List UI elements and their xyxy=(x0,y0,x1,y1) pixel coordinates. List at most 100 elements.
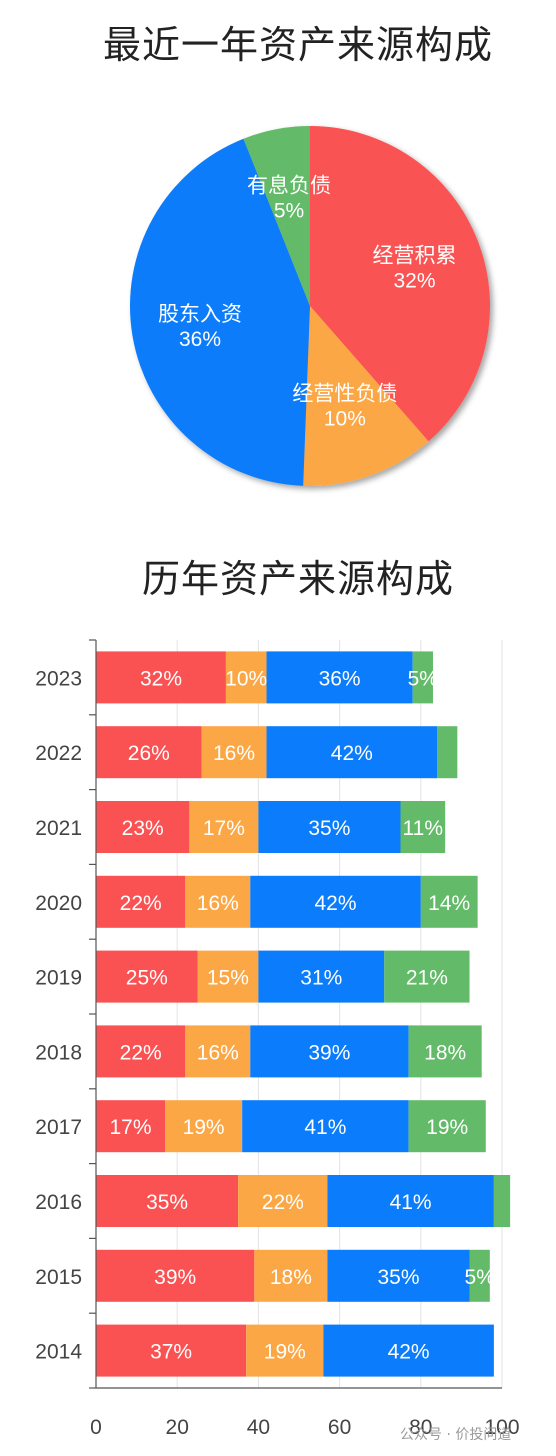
pie-slice-percent-2: 10% xyxy=(324,407,366,430)
bar-segment-2019-3 xyxy=(258,950,385,1003)
bar-label-2015-2: 18% xyxy=(270,1266,312,1289)
category-label-2019: 2019 xyxy=(35,967,82,990)
bar-segment-2014-1 xyxy=(96,1324,247,1377)
category-label-2022: 2022 xyxy=(35,742,82,765)
bar-segment-2019-1 xyxy=(96,950,198,1003)
bar-segment-2015-1 xyxy=(96,1249,255,1302)
bar-segment-2018-3 xyxy=(250,1025,409,1078)
bar-segment-2020-4 xyxy=(420,875,478,928)
bar-segment-2015-3 xyxy=(327,1249,470,1302)
pie-slice-2 xyxy=(303,306,429,486)
pie-slice-1 xyxy=(310,126,490,442)
bar-segment-2018-2 xyxy=(185,1025,251,1078)
category-label-2020: 2020 xyxy=(35,892,82,915)
bar-segment-2014-2 xyxy=(246,1324,324,1377)
bar-label-2023-4: 5% xyxy=(408,667,438,690)
bar-segment-2021-1 xyxy=(96,801,190,853)
bar-segment-2023-4 xyxy=(412,651,433,704)
bar-label-2014-1: 37% xyxy=(150,1341,192,1364)
bar-segment-2020-2 xyxy=(185,875,251,928)
bar-label-2021-3: 35% xyxy=(308,817,350,840)
bar-segment-2016-2 xyxy=(238,1175,328,1227)
bar-label-2017-2: 19% xyxy=(183,1116,225,1139)
bar-segment-2015-2 xyxy=(254,1249,328,1302)
bar-label-2022-3: 42% xyxy=(331,742,373,765)
bar-label-2015-3: 35% xyxy=(377,1266,419,1289)
pie-slice-percent-1: 32% xyxy=(393,270,435,293)
bar-label-2017-4: 19% xyxy=(426,1116,468,1139)
category-label-2018: 2018 xyxy=(35,1041,82,1064)
x-tick-label-60: 60 xyxy=(328,1416,351,1439)
bar-chart-title: 历年资产来源构成 xyxy=(141,557,454,601)
bar-label-2022-1: 26% xyxy=(128,742,170,765)
bar-segment-2016-1 xyxy=(96,1175,239,1227)
bar-label-2019-4: 21% xyxy=(406,967,448,990)
bar-label-2018-2: 16% xyxy=(197,1041,239,1064)
bar-label-2020-3: 42% xyxy=(314,892,356,915)
pie-slice-percent-3: 36% xyxy=(179,328,221,351)
bar-segment-2015-4 xyxy=(469,1249,490,1302)
bar-segment-2017-3 xyxy=(242,1100,409,1153)
bar-label-2017-3: 41% xyxy=(304,1116,346,1139)
category-label-2023: 2023 xyxy=(35,667,82,690)
bar-label-2021-4: 11% xyxy=(403,817,443,840)
bar-segment-2022-1 xyxy=(96,726,202,779)
bar-label-2017-1: 17% xyxy=(109,1116,151,1139)
bar-label-2020-2: 16% xyxy=(197,892,239,915)
bar-segment-2023-3 xyxy=(266,651,413,704)
pie-slice-4 xyxy=(243,126,310,306)
bar-segment-2017-4 xyxy=(408,1100,486,1153)
bar-label-2022-2: 16% xyxy=(213,742,255,765)
pie-slice-name-1: 经营积累 xyxy=(373,245,457,268)
bar-segment-2019-2 xyxy=(197,950,259,1003)
bar-segment-2016-3 xyxy=(327,1175,494,1227)
pie-slice-name-4: 有息负债 xyxy=(247,174,331,197)
category-label-2021: 2021 xyxy=(35,817,82,840)
bar-segment-2017-1 xyxy=(96,1100,166,1153)
bar-label-2019-1: 25% xyxy=(126,967,168,990)
bar-segment-2021-4 xyxy=(400,801,446,853)
bar-segment-2022-2 xyxy=(201,726,267,779)
bar-label-2020-4: 14% xyxy=(428,892,470,915)
bar-label-2018-1: 22% xyxy=(120,1041,162,1064)
bar-segment-2021-2 xyxy=(189,801,259,853)
bar-segment-2020-1 xyxy=(96,875,186,928)
bar-segment-2018-1 xyxy=(96,1025,186,1078)
bar-segment-2014-3 xyxy=(323,1324,494,1377)
bar-label-2019-3: 31% xyxy=(300,967,342,990)
bar-segment-2021-3 xyxy=(258,801,401,853)
bar-label-2016-3: 41% xyxy=(390,1191,432,1214)
bar-segment-2016-4 xyxy=(493,1175,511,1227)
bar-label-2023-2: 10% xyxy=(225,667,267,690)
bar-label-2014-2: 19% xyxy=(264,1341,306,1364)
watermark: 公众号 · 价投问道 xyxy=(400,1427,512,1443)
pie-slice-3 xyxy=(129,138,310,486)
x-tick-label-0: 0 xyxy=(90,1416,102,1439)
bar-segment-2020-3 xyxy=(250,875,421,928)
bar-label-2015-1: 39% xyxy=(154,1266,196,1289)
bar-segment-2019-4 xyxy=(384,950,470,1003)
bar-segment-2023-1 xyxy=(96,651,226,704)
pie-slice-percent-4: 5% xyxy=(274,199,304,222)
bar-label-2014-3: 42% xyxy=(388,1341,430,1364)
category-label-2017: 2017 xyxy=(35,1116,82,1139)
category-label-2014: 2014 xyxy=(35,1341,82,1364)
bar-segment-2018-4 xyxy=(408,1025,482,1078)
bar-label-2020-1: 22% xyxy=(120,892,162,915)
bar-label-2023-1: 32% xyxy=(140,667,182,690)
category-label-2016: 2016 xyxy=(35,1191,82,1214)
x-tick-label-20: 20 xyxy=(166,1416,189,1439)
bar-label-2015-4: 5% xyxy=(465,1266,495,1289)
bar-label-2023-3: 36% xyxy=(319,667,361,690)
pie-slice-name-3: 股东入资 xyxy=(158,303,242,326)
category-label-2015: 2015 xyxy=(35,1266,82,1289)
bar-segment-2022-4 xyxy=(437,726,458,779)
bar-label-2019-2: 15% xyxy=(207,967,249,990)
pie-chart-title: 最近一年资产来源构成 xyxy=(102,23,493,67)
bar-segment-2022-3 xyxy=(266,726,438,779)
bar-segment-2023-2 xyxy=(225,651,267,704)
x-tick-label-40: 40 xyxy=(247,1416,270,1439)
bar-label-2018-3: 39% xyxy=(308,1041,350,1064)
pie-slice-name-2: 经营性负债 xyxy=(292,382,397,405)
bar-segment-2017-2 xyxy=(165,1100,243,1153)
